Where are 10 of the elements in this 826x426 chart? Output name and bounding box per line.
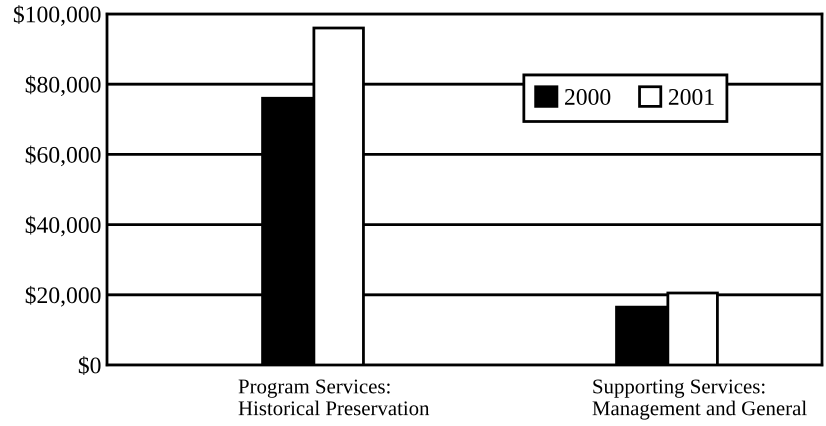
legend-label: 2001: [668, 88, 714, 105]
y-tick-label: $0: [78, 356, 101, 375]
y-tick-label: $20,000: [26, 286, 101, 307]
y-tick-label: $100,000: [14, 5, 101, 26]
x-tick-label: Supporting Services: Management and General: [592, 379, 807, 420]
x-tick-label: Program Services: Historical Preservation: [238, 379, 430, 416]
y-tick-label: $40,000: [26, 216, 101, 236]
y-tick-label: $60,000: [26, 145, 101, 166]
legend-label: 2000: [565, 88, 610, 105]
y-tick-label: $80,000: [26, 75, 101, 96]
